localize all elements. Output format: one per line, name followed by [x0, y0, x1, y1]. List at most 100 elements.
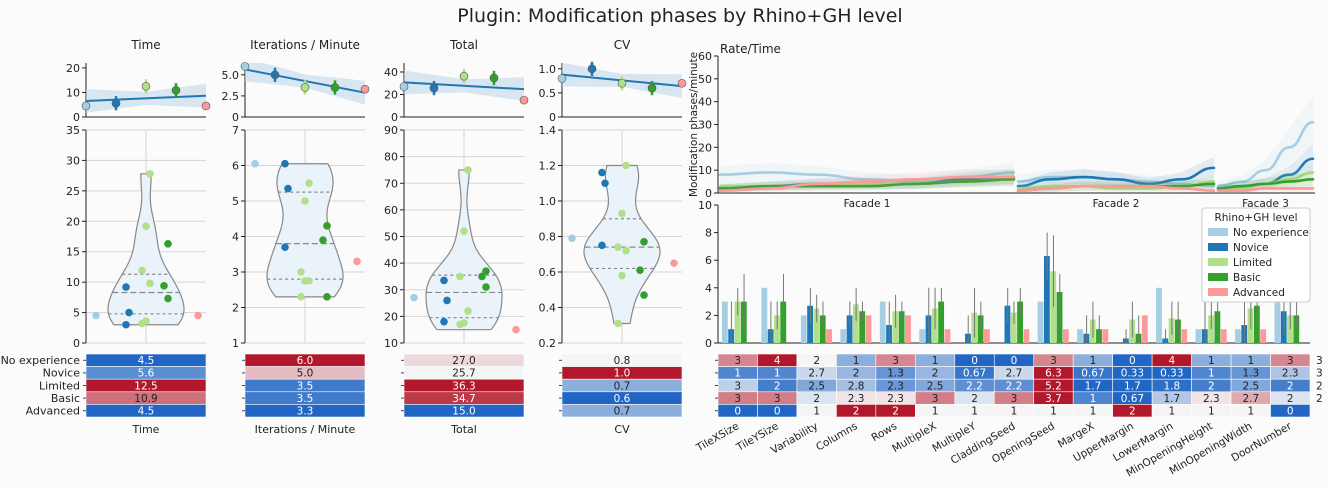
rate-title: Rate/Time	[720, 42, 781, 56]
total-dist-point	[456, 272, 464, 281]
params-heatmap-label: 2.3	[887, 380, 904, 392]
params-heatmap-label: 1	[932, 355, 939, 367]
ipm-dist-point	[251, 159, 259, 168]
heatmap-row-label: No experience	[1, 354, 81, 367]
params-ytick-label: 2	[705, 309, 712, 322]
params-heatmap-label: 2.7	[808, 368, 825, 380]
heatmap-row-label: Advanced	[26, 405, 80, 418]
total-trend-mean-point	[519, 95, 529, 105]
params-ytick-label: 0	[705, 337, 712, 350]
params-heatmap-label: 2.3	[1282, 368, 1299, 380]
total-trend-ytick-label: 40	[384, 66, 398, 79]
params-heatmap-label: 1	[1090, 355, 1097, 367]
total-dist-ytick-label: 10	[384, 337, 398, 350]
total-dist-ytick-label: 30	[384, 284, 398, 297]
time-heatmap-label: 12.5	[134, 380, 157, 392]
ipm-trend-mean-point	[240, 62, 250, 71]
time-trend-mean-point	[141, 82, 151, 91]
cv-trend-mean-point	[677, 78, 687, 88]
params-heatmap-label: 0.67	[1121, 393, 1144, 405]
time-trend-mean-point	[171, 85, 181, 95]
params-heatmap-label: 5.2	[1045, 380, 1062, 392]
time-trend-mean-point	[111, 98, 121, 108]
ipm-title: Iterations / Minute	[250, 38, 360, 52]
total-trend-ytick-label: 20	[384, 89, 398, 102]
ipm-dist-point	[319, 236, 327, 244]
ipm-trend-mean-point	[270, 70, 280, 80]
total-dist-point	[443, 296, 451, 305]
cv-heatmap-label: 0.7	[614, 380, 631, 392]
rate-ytick-label: 60	[698, 50, 712, 63]
params-bar	[1260, 329, 1267, 343]
cv-dist-ytick-label: 1.0	[539, 195, 557, 208]
ipm-dist-point	[301, 197, 309, 205]
params-heatmap-label: 2.8	[848, 380, 865, 392]
total-dist-point	[464, 307, 472, 315]
params-bar	[1274, 301, 1281, 343]
total-dist-ytick-label: 90	[384, 124, 398, 137]
params-bar	[1181, 329, 1188, 343]
params-heatmap-label: 2	[932, 368, 939, 380]
time-dist-point	[164, 240, 172, 248]
params-bar	[1195, 329, 1202, 343]
cv-panel: CV00.51.00.20.40.60.81.01.21.40.81.00.70…	[539, 38, 687, 436]
params-heatmap-label: 3	[1287, 355, 1294, 367]
ipm-dist-ytick-label: 6	[232, 160, 239, 173]
params-bar	[905, 315, 911, 343]
time-dist-ytick-label: 15	[66, 246, 80, 259]
rate-ytick-label: 0	[705, 187, 712, 200]
params-heatmap-label: 3	[734, 380, 741, 392]
params-bar	[1010, 312, 1017, 343]
params-heatmap-label: 2	[1287, 393, 1294, 405]
params-heatmap-label: 1	[1169, 406, 1176, 418]
rate-ylabel: Modification phases/minute	[688, 52, 700, 197]
total-xlabel: Total	[450, 423, 477, 436]
params-heatmap-label: 2	[1208, 380, 1215, 392]
params-ytick-label: 4	[705, 282, 712, 295]
heatmap-row-label: Limited	[39, 379, 80, 392]
total-trend-mean-point	[399, 82, 409, 91]
ipm-heatmap-label: 3.5	[297, 393, 314, 405]
params-heatmap-label: 2.2	[966, 380, 983, 392]
params-heatmap-edge-label: 2	[1316, 393, 1323, 405]
time-dist-ytick-label: 35	[66, 124, 80, 137]
ipm-dist-ytick-label: 7	[232, 124, 239, 137]
params-bar	[1062, 329, 1069, 343]
ipm-dist-ytick-label: 4	[232, 231, 239, 244]
params-heatmap-label: 2.7	[1242, 393, 1259, 405]
rate-series-line	[1216, 187, 1315, 193]
params-bar	[1253, 305, 1260, 343]
total-dist-point	[460, 227, 468, 235]
cv-dist-point	[640, 291, 648, 299]
params-heatmap-label: 0.67	[963, 368, 986, 380]
total-dist-point	[440, 276, 448, 285]
cv-trend-mean-point	[557, 74, 567, 83]
params-heatmap-label: 0	[734, 406, 741, 418]
time-dist-ytick-label: 0	[73, 337, 80, 350]
total-dist-ytick-label: 40	[384, 257, 398, 270]
cv-dist-point	[622, 246, 630, 255]
cv-dist-point	[640, 238, 648, 246]
params-ytick-label: 10	[698, 199, 712, 212]
params-heatmap-edge-label: 2	[1316, 380, 1323, 392]
time-dist-ytick-label: 20	[66, 215, 80, 228]
cv-trend-ytick-label: 1.0	[539, 63, 557, 76]
params-heatmap-label: 2	[892, 406, 899, 418]
params-heatmap-label: 1	[1208, 355, 1215, 367]
cv-dist-ytick-label: 0.8	[539, 231, 557, 244]
params-heatmap-label: 1.8	[1164, 380, 1181, 392]
rate-ytick-label: 30	[698, 119, 712, 132]
params-heatmap-label: 1.7	[1085, 380, 1102, 392]
cv-dist-point	[568, 234, 576, 243]
params-bar	[1077, 329, 1083, 343]
ipm-dist-ytick-label: 1	[232, 337, 239, 350]
params-bar	[984, 329, 990, 343]
params-bar	[1102, 329, 1109, 343]
cv-dist-point	[598, 168, 606, 177]
params-bar	[1220, 329, 1227, 343]
cv-trend-mean-point	[647, 83, 657, 93]
params-heatmap-edge-label: 3	[1316, 368, 1323, 380]
rate-ytick-label: 10	[698, 164, 712, 177]
figure-title: Plugin: Modification phases by Rhino+GH …	[457, 5, 902, 27]
